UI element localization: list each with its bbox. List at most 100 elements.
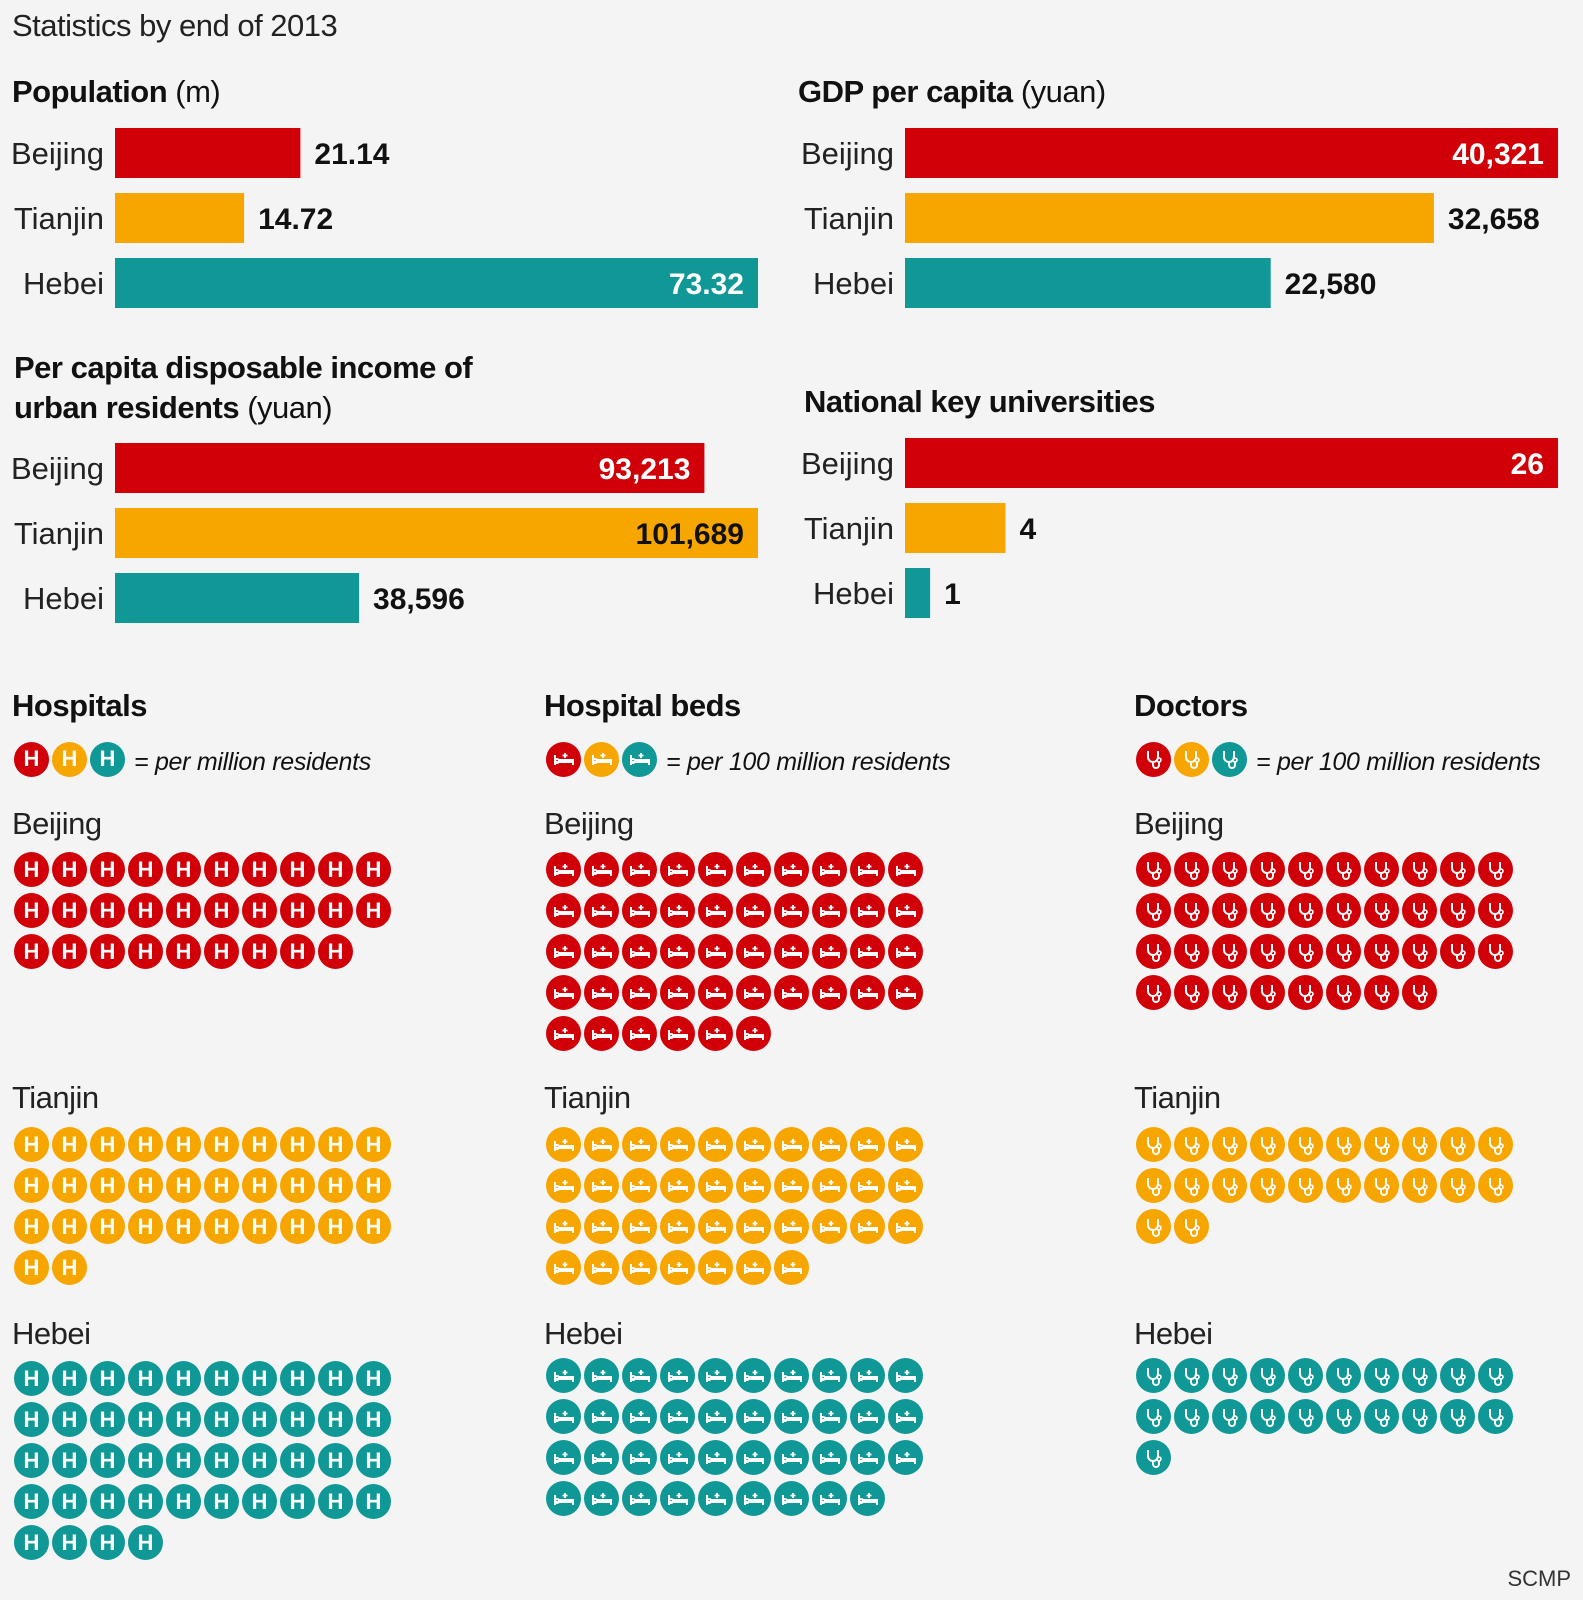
hospitals-tianjin-label: Tianjin: [12, 1080, 99, 1115]
hospital-bed-icon: [850, 1399, 885, 1434]
doctors-tianjin-grid: [1136, 1127, 1536, 1250]
stethoscope-icon: [1288, 934, 1323, 969]
hospital-bed-icon: [622, 741, 657, 777]
hospital-icon: H: [128, 1443, 163, 1478]
category-label-hebei: Hebei: [813, 576, 894, 611]
hospital-icon: H: [204, 1168, 239, 1203]
hospital-icon: H: [318, 1361, 353, 1396]
hospital-icon: H: [14, 1484, 49, 1519]
hospital-bed-icon: [850, 1440, 885, 1475]
hospital-bed-icon: [622, 1358, 657, 1393]
population-chart-title: Population (m): [12, 72, 221, 112]
doctors-beijing-label: Beijing: [1134, 806, 1224, 841]
hospital-icon: H: [52, 1402, 87, 1437]
hospital-icon: H: [128, 852, 163, 887]
stethoscope-icon: [1326, 1168, 1361, 1203]
hospital-bed-icon: [698, 1399, 733, 1434]
hospital-bed-icon: [850, 1127, 885, 1162]
stethoscope-icon: [1136, 1358, 1171, 1393]
hospital-bed-icon: [698, 893, 733, 928]
hospital-bed-icon: [584, 893, 619, 928]
hospital-icon: H: [166, 1443, 201, 1478]
stethoscope-icon: [1364, 1358, 1399, 1393]
hospital-beds-legend: = per 100 million residents: [546, 741, 951, 782]
doctors-hebei-label: Hebei: [1134, 1316, 1213, 1351]
hospital-bed-icon: [812, 1399, 847, 1434]
stethoscope-icon: [1250, 1127, 1285, 1162]
hospital-icon: H: [242, 934, 277, 969]
income-bar-chart: Beijing 93,213 Tianjin 101,689 Hebei 38,596: [0, 443, 760, 628]
hospital-bed-icon: [546, 1440, 581, 1475]
hospital-bed-icon: [622, 1209, 657, 1244]
bar-beijing: [905, 438, 1558, 488]
stethoscope-icon: [1174, 1358, 1209, 1393]
hospital-bed-icon: [698, 934, 733, 969]
stethoscope-icon: [1250, 934, 1285, 969]
stethoscope-icon: [1440, 1358, 1475, 1393]
hospital-bed-icon: [622, 1127, 657, 1162]
stethoscope-icon: [1212, 975, 1247, 1010]
hospital-icon: H: [280, 1484, 315, 1519]
value-label-beijing: 40,321: [1452, 138, 1544, 171]
hospital-bed-icon: [774, 1168, 809, 1203]
hospital-bed-icon: [660, 1016, 695, 1051]
hospital-bed-icon: [774, 975, 809, 1010]
hospital-icon: H: [90, 1484, 125, 1519]
stethoscope-icon: [1212, 741, 1247, 777]
hospital-icon: H: [318, 1209, 353, 1244]
hospital-icon: H: [166, 1209, 201, 1244]
hospital-icon: H: [52, 934, 87, 969]
beds-beijing-label: Beijing: [544, 806, 634, 841]
hospital-icon: H: [166, 934, 201, 969]
hospital-icon: H: [52, 1168, 87, 1203]
gdp-bar-chart: Beijing 40,321 Tianjin 32,658 Hebei 22,580: [790, 128, 1560, 313]
hospital-bed-icon: [774, 893, 809, 928]
hospital-bed-icon: [888, 1168, 923, 1203]
category-label-hebei: Hebei: [813, 266, 894, 301]
hospital-icon: H: [52, 1361, 87, 1396]
hospital-bed-icon: [736, 1358, 771, 1393]
hospital-bed-icon: [660, 1399, 695, 1434]
hospital-icon: H: [52, 852, 87, 887]
hospital-bed-icon: [622, 1016, 657, 1051]
stethoscope-icon: [1136, 934, 1171, 969]
bar-tianjin: [905, 503, 1006, 553]
hospital-bed-icon: [888, 1127, 923, 1162]
hospital-icon: H: [242, 1402, 277, 1437]
hospital-bed-icon: [584, 1440, 619, 1475]
value-label-hebei: 73.32: [669, 268, 744, 301]
hospital-icon: H: [90, 1361, 125, 1396]
hospital-bed-icon: [546, 1168, 581, 1203]
hospital-bed-icon: [736, 1016, 771, 1051]
income-chart-title: Per capita disposable income of urban re…: [14, 348, 473, 428]
hospital-icon: H: [14, 852, 49, 887]
hospital-bed-icon: [698, 852, 733, 887]
category-label-tianjin: Tianjin: [804, 201, 894, 236]
hospital-icon: H: [280, 1209, 315, 1244]
stethoscope-icon: [1440, 1399, 1475, 1434]
hospital-icon: H: [356, 1127, 391, 1162]
hospital-icon: H: [166, 1402, 201, 1437]
hospital-icon: H: [166, 1484, 201, 1519]
hospital-bed-icon: [622, 1399, 657, 1434]
stethoscope-icon: [1440, 893, 1475, 928]
stethoscope-icon: [1326, 893, 1361, 928]
hospital-bed-icon: [774, 1481, 809, 1516]
value-label-tianjin: 4: [1019, 513, 1036, 546]
stethoscope-icon: [1440, 934, 1475, 969]
stethoscope-icon: [1250, 975, 1285, 1010]
hospital-bed-icon: [698, 1209, 733, 1244]
hospital-icon: H: [166, 1361, 201, 1396]
hospital-bed-icon: [546, 852, 581, 887]
hospital-bed-icon: [660, 934, 695, 969]
stethoscope-icon: [1402, 1358, 1437, 1393]
hospital-icon: H: [166, 852, 201, 887]
hospital-bed-icon: [584, 741, 619, 777]
hospital-icon: H: [166, 893, 201, 928]
hospital-bed-icon: [736, 1440, 771, 1475]
hospital-icon: H: [52, 893, 87, 928]
source-credit: SCMP: [1507, 1566, 1571, 1591]
stethoscope-icon: [1174, 1209, 1209, 1244]
